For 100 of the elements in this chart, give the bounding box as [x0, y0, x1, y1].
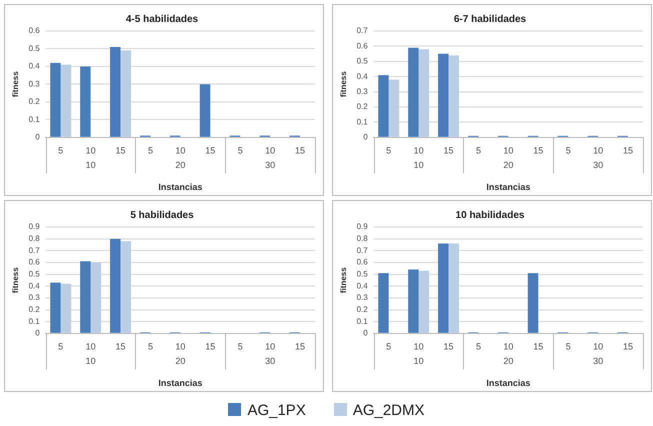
x-tick-label: 10 — [86, 145, 96, 156]
x-tick-label: 15 — [295, 145, 306, 156]
x-tick-label: 15 — [205, 145, 216, 156]
x-tick-label: 10 — [175, 145, 186, 156]
text: 20 — [175, 160, 186, 170]
y-tick-label: 0.2 — [28, 97, 40, 106]
bar — [60, 64, 72, 137]
bar — [90, 262, 102, 333]
bar — [408, 48, 419, 137]
y-tick-label: 0.4 — [356, 72, 368, 81]
x-tick-label: 5 — [566, 145, 571, 156]
bar — [200, 84, 210, 137]
y-tick-label: 0 — [363, 132, 368, 142]
x-tick-label: 5 — [476, 341, 481, 352]
y-tick-label: 0.2 — [356, 304, 368, 314]
bar — [110, 238, 121, 333]
y-tick-label: 0.6 — [28, 258, 40, 267]
bar — [378, 75, 389, 137]
y-tick-label: 0.4 — [28, 281, 40, 290]
text: 30 — [265, 356, 276, 366]
x-tick-label: 15 — [116, 145, 126, 156]
bar — [80, 261, 91, 333]
y-tick-label: 0.3 — [356, 87, 368, 96]
x-tick-label: 10 — [265, 341, 276, 352]
x-tick-label: 5 — [148, 145, 153, 156]
bar — [438, 54, 449, 137]
text: 10 — [414, 160, 424, 170]
y-tick-label: 0 — [35, 328, 40, 338]
bar — [448, 55, 459, 137]
y-tick-label: 0.2 — [356, 102, 368, 112]
x-axis-title: Instancias — [158, 182, 202, 192]
x-tick-label: 10 — [86, 341, 96, 352]
y-tick-label: 0.6 — [356, 258, 368, 267]
y-tick-label: 0.1 — [28, 316, 40, 326]
x-tick-label: 10 — [503, 145, 514, 156]
x-tick-label: 15 — [533, 341, 544, 352]
x-tick-label: 15 — [444, 145, 454, 156]
text: 10 — [86, 160, 96, 170]
legend-label: AG_2DMX — [352, 402, 425, 419]
bar — [50, 282, 61, 333]
x-tick-label: 10 — [265, 145, 276, 156]
x-tick-label: 10 — [593, 341, 604, 352]
legend-label: AG_1PX — [246, 402, 306, 419]
y-tick-label: 0.3 — [28, 79, 40, 88]
y-tick-label: 0.7 — [356, 26, 368, 36]
chart-title: 4-5 habilidades — [126, 14, 199, 25]
y-tick-label: 0 — [363, 328, 368, 338]
x-axis-title: Instancias — [486, 378, 530, 388]
bar — [438, 244, 449, 333]
chart-title: 6-7 habilidades — [454, 14, 527, 25]
x-axis-title: Instancias — [158, 378, 202, 388]
bar — [448, 244, 459, 333]
text: 20 — [503, 160, 514, 170]
x-tick-label: 15 — [295, 341, 306, 352]
text: 20 — [175, 356, 186, 366]
bar — [408, 270, 419, 333]
bar — [418, 270, 430, 333]
y-tick-label: 0.2 — [28, 304, 40, 314]
bar — [388, 80, 400, 137]
chart-title: 5 habilidades — [130, 210, 194, 221]
x-tick-label: 5 — [148, 341, 153, 352]
y-axis-title: fitness — [339, 266, 348, 294]
x-tick-label: 10 — [175, 341, 186, 352]
y-tick-label: 0.7 — [356, 246, 368, 255]
bar — [80, 66, 91, 137]
x-tick-label: 5 — [238, 145, 243, 156]
x-tick-label: 5 — [386, 145, 392, 156]
x-tick-label: 15 — [533, 145, 544, 156]
text: 10 — [86, 356, 96, 366]
x-tick-label: 10 — [503, 341, 514, 352]
text: 30 — [593, 356, 604, 366]
y-tick-label: 0.9 — [28, 222, 40, 232]
y-tick-label: 0.1 — [28, 114, 40, 124]
y-tick-label: 0.5 — [356, 56, 368, 66]
y-tick-label: 0.4 — [28, 62, 40, 71]
bar — [60, 284, 72, 333]
x-tick-label: 5 — [476, 145, 481, 156]
bar — [50, 62, 61, 137]
y-tick-label: 0.6 — [356, 41, 368, 50]
y-axis-title: fitness — [11, 266, 20, 294]
text: 10 — [414, 356, 424, 366]
y-tick-label: 0.8 — [356, 234, 368, 244]
y-tick-label: 0.5 — [28, 269, 40, 278]
y-tick-label: 0.3 — [28, 293, 40, 302]
x-tick-label: 10 — [414, 145, 424, 156]
bar — [120, 241, 131, 333]
x-tick-label: 15 — [444, 341, 454, 352]
x-tick-label: 5 — [238, 341, 243, 352]
y-axis-title: fitness — [11, 70, 20, 98]
x-tick-label: 5 — [58, 341, 64, 352]
x-tick-label: 5 — [386, 341, 392, 352]
text: 20 — [503, 356, 514, 366]
x-tick-label: 5 — [566, 341, 571, 352]
y-tick-label: 0.6 — [28, 26, 40, 36]
x-tick-label: 10 — [593, 145, 604, 156]
x-tick-label: 5 — [58, 145, 64, 156]
bar — [120, 50, 131, 137]
x-tick-label: 15 — [623, 145, 634, 156]
x-tick-label: 15 — [623, 341, 634, 352]
y-tick-label: 0.5 — [356, 269, 368, 278]
